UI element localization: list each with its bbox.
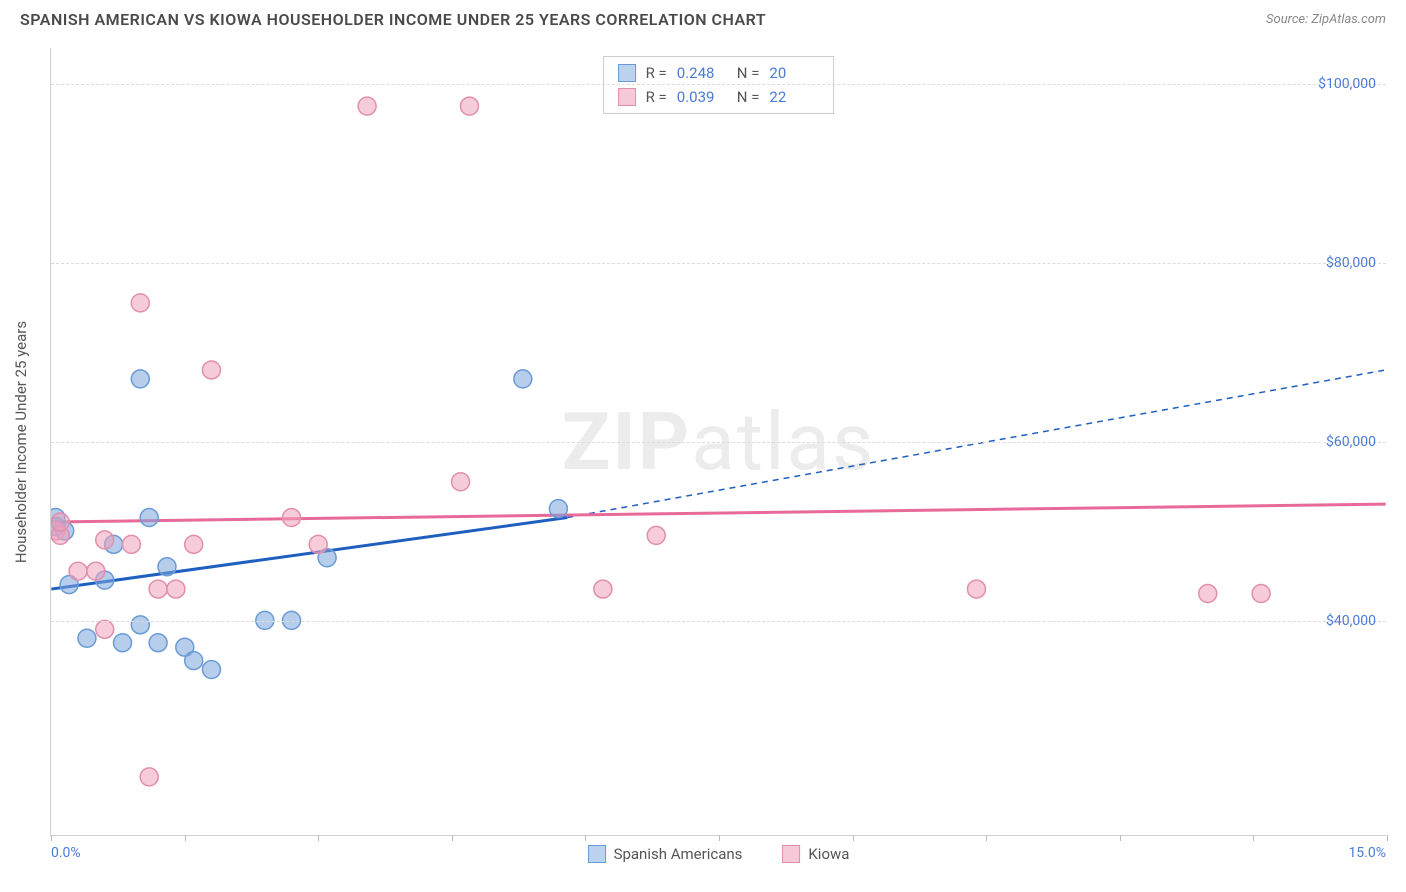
y-tick-label: $40,000 xyxy=(1326,613,1376,629)
y-tick-label: $60,000 xyxy=(1326,434,1376,450)
x-axis-start-label: 0.0% xyxy=(51,845,81,861)
stat-r-spanish: 0.248 xyxy=(677,61,727,85)
x-tick xyxy=(1120,835,1121,841)
x-tick xyxy=(1253,835,1254,841)
swatch-spanish xyxy=(618,64,636,82)
chart-source: Source: ZipAtlas.com xyxy=(1266,12,1386,27)
stats-row-kiowa: R = 0.039 N = 22 xyxy=(618,85,820,109)
legend-label-kiowa: Kiowa xyxy=(808,845,849,863)
stat-r-kiowa: 0.039 xyxy=(677,85,727,109)
chart-title: SPANISH AMERICAN VS KIOWA HOUSEHOLDER IN… xyxy=(20,10,766,29)
legend-swatch-spanish xyxy=(588,845,606,863)
stat-r-label: R = xyxy=(646,85,667,109)
x-tick xyxy=(719,835,720,841)
x-tick xyxy=(1387,835,1388,841)
legend-label-spanish: Spanish Americans xyxy=(614,845,743,863)
x-tick xyxy=(853,835,854,841)
gridline xyxy=(51,621,1386,622)
stat-n-spanish: 20 xyxy=(769,61,819,85)
legend-item-spanish: Spanish Americans xyxy=(588,845,743,863)
y-tick-label: $80,000 xyxy=(1326,255,1376,271)
stats-row-spanish: R = 0.248 N = 20 xyxy=(618,61,820,85)
stat-n-label: N = xyxy=(737,61,760,85)
gridline xyxy=(51,442,1386,443)
legend-item-kiowa: Kiowa xyxy=(782,845,849,863)
chart-plot-area: Householder Income Under 25 years ZIPatl… xyxy=(50,48,1386,836)
bottom-legend: Spanish Americans Kiowa xyxy=(588,845,850,863)
gridline xyxy=(51,263,1386,264)
y-axis-title: Householder Income Under 25 years xyxy=(12,320,30,562)
stat-n-kiowa: 22 xyxy=(769,85,819,109)
x-tick xyxy=(185,835,186,841)
stat-r-label: R = xyxy=(646,61,667,85)
stat-n-label: N = xyxy=(737,85,760,109)
correlation-stats-box: R = 0.248 N = 20 R = 0.039 N = 22 xyxy=(603,56,835,114)
legend-swatch-kiowa xyxy=(782,845,800,863)
x-tick xyxy=(452,835,453,841)
x-tick xyxy=(585,835,586,841)
chart-header: SPANISH AMERICAN VS KIOWA HOUSEHOLDER IN… xyxy=(0,0,1406,35)
swatch-kiowa xyxy=(618,88,636,106)
y-tick-label: $100,000 xyxy=(1318,76,1376,92)
x-tick xyxy=(986,835,987,841)
x-axis-end-label: 15.0% xyxy=(1348,845,1386,861)
gridline xyxy=(51,84,1386,85)
x-tick xyxy=(318,835,319,841)
x-tick xyxy=(51,835,52,841)
